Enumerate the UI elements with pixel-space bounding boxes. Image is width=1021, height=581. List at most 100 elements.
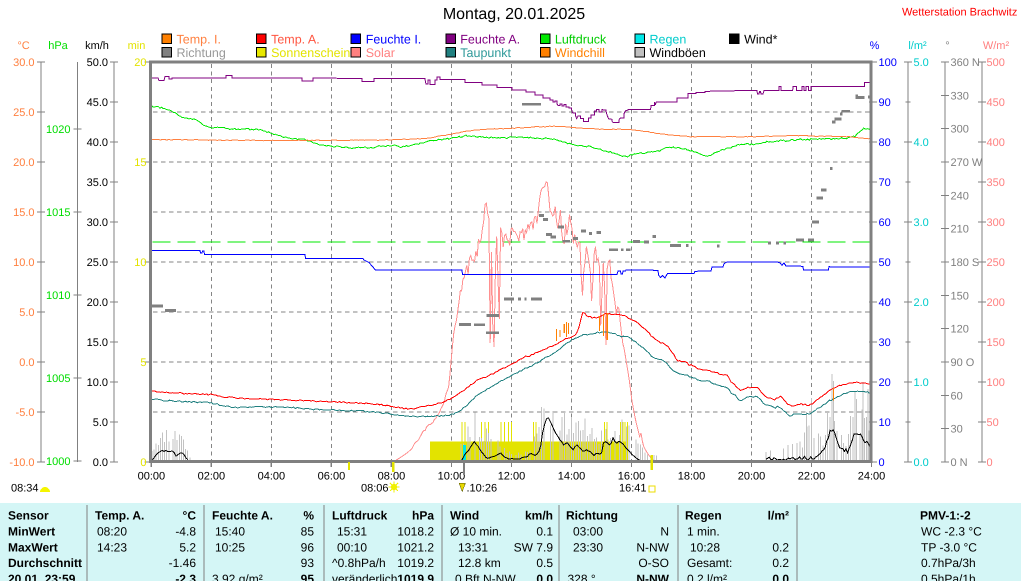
svg-text:23:30: 23:30 xyxy=(573,541,603,555)
svg-text:30.0: 30.0 xyxy=(13,57,34,69)
svg-text:0: 0 xyxy=(879,457,885,469)
svg-text:MaxWert: MaxWert xyxy=(8,541,58,555)
svg-text:N-NW: N-NW xyxy=(636,541,669,555)
svg-text:veränderlich: veränderlich xyxy=(332,572,397,581)
svg-text:^0.8hPa/h: ^0.8hPa/h xyxy=(332,556,386,570)
svg-text:0.7hPa/3h: 0.7hPa/3h xyxy=(921,556,976,570)
svg-text:Wind*: Wind* xyxy=(744,33,777,47)
svg-text:22:00: 22:00 xyxy=(798,471,826,483)
svg-text:0: 0 xyxy=(987,457,993,469)
svg-text:0.2: 0.2 xyxy=(772,556,789,570)
svg-text:10:25: 10:25 xyxy=(215,541,245,555)
svg-text:210: 210 xyxy=(951,224,969,236)
svg-text:.10:26: .10:26 xyxy=(467,483,498,495)
svg-text:0.0: 0.0 xyxy=(772,572,789,581)
svg-text:0.2: 0.2 xyxy=(772,541,789,555)
svg-text:120: 120 xyxy=(951,324,969,336)
svg-text:N: N xyxy=(660,525,669,539)
svg-text:150: 150 xyxy=(951,290,969,302)
svg-text:1000: 1000 xyxy=(46,456,70,468)
svg-text:180 S: 180 S xyxy=(951,257,980,269)
svg-text:WC -2.3 °C: WC -2.3 °C xyxy=(921,525,982,539)
svg-text:4.0: 4.0 xyxy=(914,137,929,149)
svg-text:10:00: 10:00 xyxy=(438,471,466,483)
svg-text:5.0: 5.0 xyxy=(914,57,929,69)
svg-text:10: 10 xyxy=(134,257,146,269)
svg-text:-1.46: -1.46 xyxy=(169,556,197,570)
svg-text:3.92 g/m²: 3.92 g/m² xyxy=(212,572,263,581)
svg-text:08:06: 08:06 xyxy=(361,483,389,495)
svg-text:30.0: 30.0 xyxy=(87,217,108,229)
svg-text:90: 90 xyxy=(879,97,891,109)
svg-text:10:28: 10:28 xyxy=(690,541,720,555)
svg-text:20.01. 23:59: 20.01. 23:59 xyxy=(8,572,76,581)
svg-text:0 Bft N-NW: 0 Bft N-NW xyxy=(455,572,516,581)
svg-text:08:00: 08:00 xyxy=(378,471,406,483)
svg-text:Regen: Regen xyxy=(685,509,722,523)
svg-text:15:40: 15:40 xyxy=(215,525,245,539)
svg-text:30: 30 xyxy=(879,337,891,349)
svg-text:Durchschnitt: Durchschnitt xyxy=(8,556,82,570)
svg-text:0.5hPa/1h: 0.5hPa/1h xyxy=(921,572,976,581)
svg-text:20:00: 20:00 xyxy=(738,471,766,483)
svg-text:250: 250 xyxy=(987,257,1005,269)
svg-text:100: 100 xyxy=(879,57,897,69)
svg-text:Windböen: Windböen xyxy=(650,46,706,60)
svg-text:300: 300 xyxy=(951,124,969,136)
svg-text:Regen: Regen xyxy=(650,33,687,47)
svg-text:Feuchte A.: Feuchte A. xyxy=(212,509,273,523)
svg-text:0.0: 0.0 xyxy=(914,457,929,469)
svg-text:24:00: 24:00 xyxy=(858,471,886,483)
svg-text:1015: 1015 xyxy=(46,207,70,219)
svg-text:N-NW: N-NW xyxy=(636,572,669,581)
svg-text:15.0: 15.0 xyxy=(13,207,34,219)
svg-text:PMV-1:-2: PMV-1:-2 xyxy=(920,509,971,523)
svg-text:-5.0: -5.0 xyxy=(16,407,35,419)
svg-text:O-SO: O-SO xyxy=(638,556,669,570)
svg-text:270 W: 270 W xyxy=(951,157,983,169)
svg-text:5.0: 5.0 xyxy=(19,307,34,319)
svg-text:Feuchte A.: Feuchte A. xyxy=(460,33,520,47)
svg-text:400: 400 xyxy=(987,137,1005,149)
svg-text:500: 500 xyxy=(987,57,1005,69)
svg-text:60: 60 xyxy=(879,217,891,229)
svg-text:150: 150 xyxy=(987,337,1005,349)
svg-text:06:00: 06:00 xyxy=(318,471,346,483)
svg-text:Luftdruck: Luftdruck xyxy=(555,33,607,47)
svg-text:%: % xyxy=(870,40,880,52)
svg-text:350: 350 xyxy=(987,177,1005,189)
svg-text:Montag, 20.01.2025: Montag, 20.01.2025 xyxy=(443,6,585,23)
svg-text:2.0: 2.0 xyxy=(914,297,929,309)
svg-text:13:31: 13:31 xyxy=(458,541,488,555)
svg-text:-4.8: -4.8 xyxy=(175,525,196,539)
svg-text:1005: 1005 xyxy=(46,373,70,385)
svg-text:Windchill: Windchill xyxy=(555,46,605,60)
svg-text:10.0: 10.0 xyxy=(87,377,108,389)
svg-text:96: 96 xyxy=(301,541,315,555)
svg-text:W/m²: W/m² xyxy=(983,40,1010,52)
svg-text:TP -3.0 °C: TP -3.0 °C xyxy=(921,541,977,555)
svg-text:0 N: 0 N xyxy=(951,457,968,469)
svg-text:Feuchte I.: Feuchte I. xyxy=(366,33,422,47)
svg-text:20: 20 xyxy=(879,377,891,389)
svg-text:03:00: 03:00 xyxy=(573,525,603,539)
svg-text:1021.2: 1021.2 xyxy=(397,541,434,555)
svg-text:16:00: 16:00 xyxy=(618,471,646,483)
svg-text:25.0: 25.0 xyxy=(87,257,108,269)
svg-text:Wind: Wind xyxy=(450,509,479,523)
svg-text:-2.3: -2.3 xyxy=(175,572,196,581)
svg-text:l/m²: l/m² xyxy=(768,509,789,523)
svg-text:Ø 10 min.: Ø 10 min. xyxy=(450,525,502,539)
svg-text:5: 5 xyxy=(140,357,146,369)
svg-text:hPa: hPa xyxy=(412,509,434,523)
svg-text:18:00: 18:00 xyxy=(678,471,706,483)
svg-text:450: 450 xyxy=(987,97,1005,109)
svg-text:15: 15 xyxy=(134,157,146,169)
svg-text:25.0: 25.0 xyxy=(13,107,34,119)
svg-text:0.5: 0.5 xyxy=(536,556,553,570)
svg-text:km/h: km/h xyxy=(525,509,553,523)
svg-text:70: 70 xyxy=(879,177,891,189)
svg-text:328 °: 328 ° xyxy=(568,572,596,581)
svg-text:-10.0: -10.0 xyxy=(9,457,34,469)
svg-text:04:00: 04:00 xyxy=(258,471,286,483)
